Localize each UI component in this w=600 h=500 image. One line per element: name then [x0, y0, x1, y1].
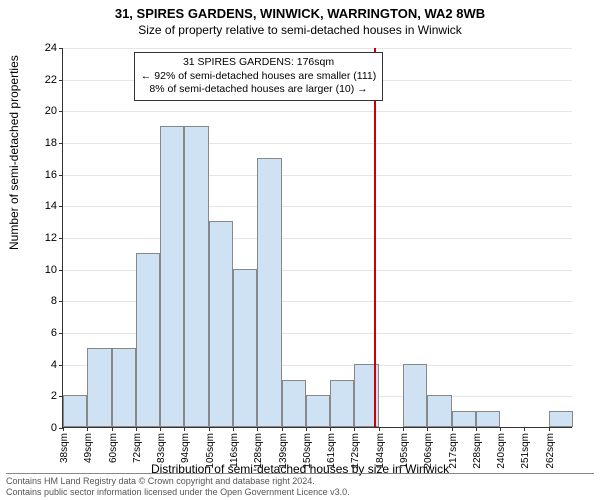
annotation-line: 31 SPIRES GARDENS: 176sqm [141, 56, 376, 70]
grid-line [63, 206, 572, 207]
y-tick-label: 24 [45, 42, 63, 54]
x-tick-mark [257, 427, 258, 431]
histogram-bar [476, 411, 500, 427]
histogram-chart: 31, SPIRES GARDENS, WINWICK, WARRINGTON,… [0, 0, 600, 500]
histogram-bar [330, 380, 354, 428]
histogram-bar [257, 158, 281, 427]
y-tick-label: 14 [45, 200, 63, 212]
y-tick-label: 6 [51, 327, 63, 339]
x-tick-mark [63, 427, 64, 431]
footer-line: Contains HM Land Registry data © Crown c… [6, 476, 594, 487]
y-tick-label: 2 [51, 390, 63, 402]
grid-line [63, 111, 572, 112]
histogram-bar [306, 395, 330, 427]
y-tick-label: 16 [45, 169, 63, 181]
chart-subtitle: Size of property relative to semi-detach… [0, 23, 600, 37]
x-tick-mark [282, 427, 283, 431]
y-tick-label: 12 [45, 232, 63, 244]
x-tick-mark [330, 427, 331, 431]
x-tick-label: 94sqm [180, 433, 191, 463]
x-tick-mark [427, 427, 428, 431]
annotation-box: 31 SPIRES GARDENS: 176sqm ← 92% of semi-… [134, 52, 383, 101]
x-tick-mark [403, 427, 404, 431]
x-tick-mark [306, 427, 307, 431]
histogram-bar [87, 348, 111, 427]
annotation-line: 8% of semi-detached houses are larger (1… [141, 83, 376, 97]
x-tick-mark [500, 427, 501, 431]
y-tick-label: 18 [45, 137, 63, 149]
x-tick-label: 72sqm [132, 433, 143, 463]
footer-line: Contains public sector information licen… [6, 487, 594, 498]
annotation-line: ← 92% of semi-detached houses are smalle… [141, 70, 376, 84]
y-tick-label: 8 [51, 295, 63, 307]
histogram-bar [112, 348, 136, 427]
grid-line [63, 238, 572, 239]
x-tick-mark [184, 427, 185, 431]
histogram-bar [549, 411, 573, 427]
y-tick-label: 20 [45, 105, 63, 117]
x-tick-mark [452, 427, 453, 431]
histogram-bar [427, 395, 451, 427]
x-tick-label: 83sqm [156, 433, 167, 463]
y-tick-label: 22 [45, 74, 63, 86]
grid-line [63, 48, 572, 49]
x-tick-mark [87, 427, 88, 431]
x-tick-label: 60sqm [108, 433, 119, 463]
x-tick-mark [379, 427, 380, 431]
histogram-bar [233, 269, 257, 427]
x-tick-mark [354, 427, 355, 431]
chart-title: 31, SPIRES GARDENS, WINWICK, WARRINGTON,… [0, 6, 600, 21]
x-tick-mark [112, 427, 113, 431]
x-tick-mark [160, 427, 161, 431]
x-tick-label: 38sqm [59, 433, 70, 463]
histogram-bar [403, 364, 427, 427]
histogram-bar [160, 126, 184, 427]
y-axis-label: Number of semi-detached properties [7, 55, 21, 250]
histogram-bar [209, 221, 233, 427]
reference-line [374, 48, 376, 427]
x-tick-mark [549, 427, 550, 431]
x-tick-label: 49sqm [83, 433, 94, 463]
grid-line [63, 143, 572, 144]
grid-line [63, 175, 572, 176]
x-tick-mark [233, 427, 234, 431]
y-tick-label: 4 [51, 359, 63, 371]
x-tick-mark [476, 427, 477, 431]
histogram-bar [452, 411, 476, 427]
x-tick-mark [136, 427, 137, 431]
footer: Contains HM Land Registry data © Crown c… [6, 473, 594, 498]
histogram-bar [63, 395, 87, 427]
plot-area: 02468101214161820222438sqm49sqm60sqm72sq… [62, 48, 572, 428]
title-block: 31, SPIRES GARDENS, WINWICK, WARRINGTON,… [0, 0, 600, 37]
x-tick-mark [209, 427, 210, 431]
histogram-bar [282, 380, 306, 428]
histogram-bar [184, 126, 208, 427]
x-tick-mark [524, 427, 525, 431]
histogram-bar [136, 253, 160, 427]
y-tick-label: 10 [45, 264, 63, 276]
